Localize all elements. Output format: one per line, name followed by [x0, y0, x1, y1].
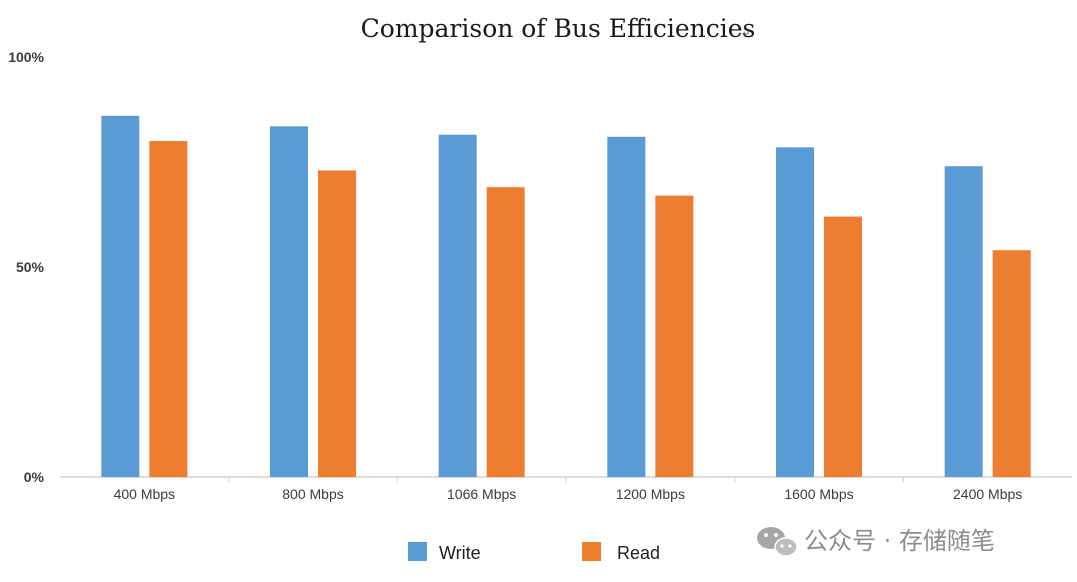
legend-swatch-read [582, 542, 601, 561]
y-tick-label: 100% [8, 49, 44, 65]
wechat-icon [757, 527, 798, 557]
bar-write-2 [438, 134, 477, 477]
bars-group [101, 115, 1031, 478]
x-tick-label: 1200 Mbps [616, 486, 685, 502]
bar-read-4 [824, 216, 862, 477]
y-tick-label: 0% [24, 469, 45, 485]
legend-label-read: Read [617, 543, 660, 563]
x-tick-label: 2400 Mbps [953, 486, 1022, 502]
x-tick-label: 1066 Mbps [447, 486, 516, 502]
legend-label-write: Write [439, 543, 481, 563]
bar-write-3 [607, 136, 646, 478]
bar-read-3 [655, 195, 694, 477]
watermark-text: 公众号 · 存储随笔 [804, 527, 995, 555]
bar-read-1 [318, 170, 356, 477]
bar-read-2 [486, 187, 525, 477]
legend: Write Read [408, 542, 660, 563]
bar-read-0 [149, 141, 188, 477]
legend-swatch-write [408, 542, 427, 561]
chart-title: Comparison of Bus Efficiencies [361, 14, 756, 43]
bar-write-0 [101, 115, 140, 478]
x-tick-label: 1600 Mbps [784, 486, 853, 502]
title-paragraph-mark: ↵ [742, 29, 750, 40]
x-axis-ticks: 400 Mbps 800 Mbps 1066 Mbps 1200 Mbps 1600 M… [114, 477, 1022, 502]
y-axis-ticks: 0% 50% 100% [8, 49, 44, 485]
x-tick-label: 400 Mbps [114, 486, 175, 502]
y-tick-label: 50% [16, 259, 45, 275]
watermark: 公众号 · 存储随笔 [757, 527, 995, 557]
bar-read-5 [992, 250, 1031, 477]
bar-write-1 [270, 126, 308, 478]
x-tick-label: 800 Mbps [282, 486, 343, 502]
bar-write-4 [776, 147, 814, 478]
bar-write-5 [944, 166, 983, 477]
